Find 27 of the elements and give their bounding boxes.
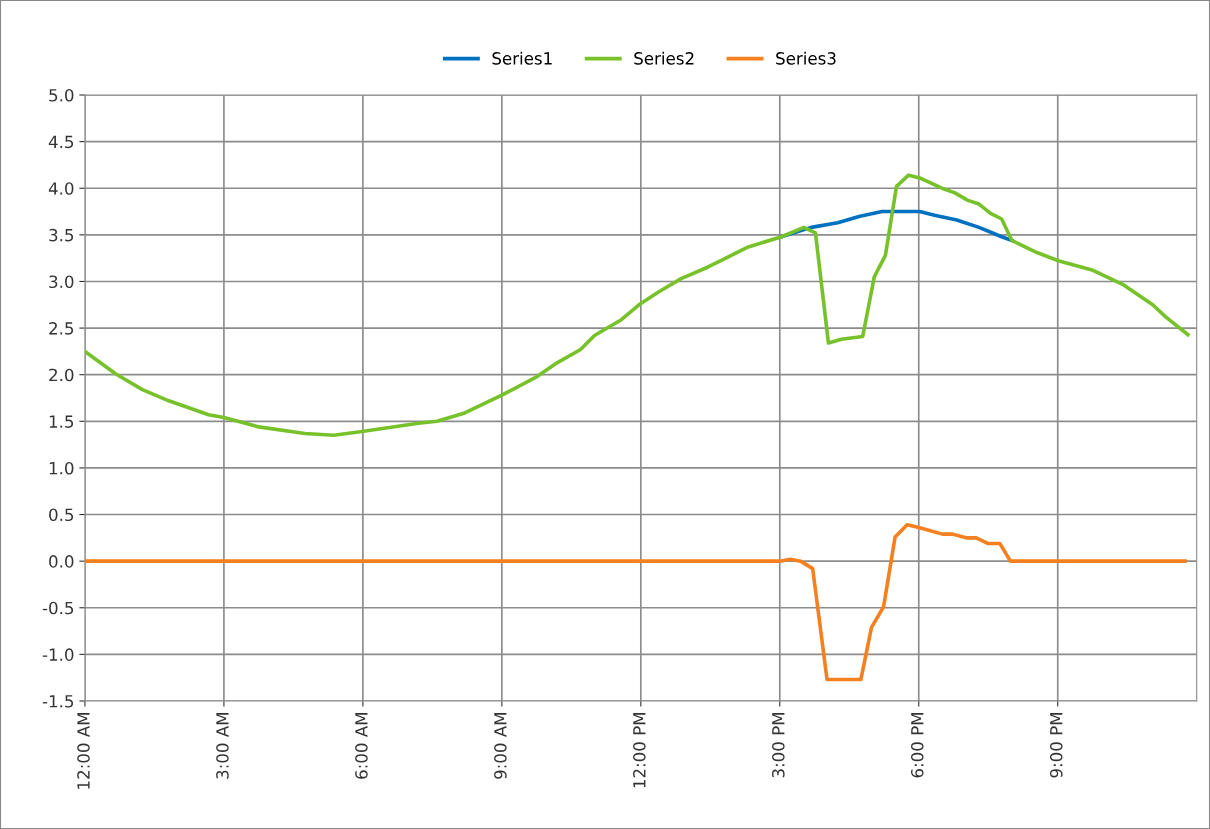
y-tick-label: -1.0 (42, 648, 74, 661)
y-tick-label: 4.5 (48, 135, 74, 149)
legend-label: Series3 (776, 51, 836, 65)
line-series (84, 522, 1187, 682)
y-tick-label: 2.5 (49, 322, 74, 335)
legend-label: Series2 (634, 51, 694, 65)
y-tick-label: 2.0 (49, 368, 74, 382)
y-tick-label: -0.5 (42, 601, 74, 615)
y-tick-label: 1.5 (49, 415, 74, 428)
x-tick-label: 9:00 AM (494, 713, 507, 779)
y-tick-label: 4.0 (48, 182, 74, 195)
x-tick-label: 9:00 PM (1049, 713, 1063, 778)
y-tick-label: 0.5 (49, 508, 74, 522)
y-tick-label: 3.5 (49, 228, 74, 242)
y-tick-label: 5.0 (49, 88, 74, 102)
x-tick-label: 12:00 PM (633, 713, 646, 788)
y-tick-label: -1.5 (42, 695, 74, 708)
y-tick-label: 0.0 (49, 555, 74, 568)
x-tick-label: 3:00 AM (216, 713, 229, 779)
line-series (84, 173, 1190, 438)
x-tick-label: 6:00 AM (355, 713, 368, 779)
x-tick-label: 3:00 PM (772, 713, 785, 778)
y-tick-label: 1.0 (49, 461, 74, 475)
legend-label: Series1 (492, 51, 552, 65)
y-tick-label: 3.0 (49, 275, 74, 289)
x-tick-label: 12:00 AM (77, 713, 90, 789)
x-tick-label: 6:00 PM (910, 713, 924, 778)
